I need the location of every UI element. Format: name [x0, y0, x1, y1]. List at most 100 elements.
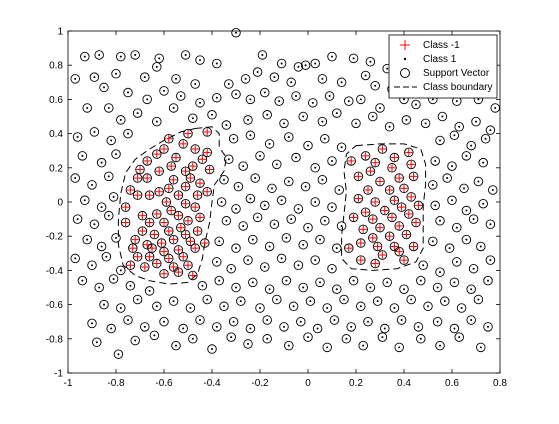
class-minus1-support-vector-point: [184, 129, 193, 138]
class-minus1-support-vector-point: [349, 213, 358, 222]
y-tick-label: 0.2: [49, 163, 63, 174]
class-minus1-support-vector-point: [196, 179, 205, 188]
class-minus1-support-vector-point: [153, 210, 162, 219]
y-tick-label: 0: [57, 198, 63, 209]
class-minus1-support-vector-point: [153, 259, 162, 268]
class-minus1-support-vector-point: [141, 263, 150, 272]
class-minus1-support-vector-point: [191, 203, 200, 212]
class-minus1-support-vector-point: [385, 186, 394, 195]
class-minus1-support-vector-point: [184, 217, 193, 226]
class-minus1-support-vector-point: [381, 206, 390, 215]
class-minus1-support-vector-point: [138, 211, 147, 220]
class-minus1-support-vector-point: [390, 242, 399, 251]
class-minus1-support-vector-point: [191, 145, 200, 154]
legend-label-class-1: Class 1: [423, 54, 457, 65]
class-minus1-support-vector-point: [405, 148, 414, 157]
y-tick-label: 0.8: [49, 61, 63, 72]
class-minus1-support-vector-point: [414, 201, 423, 210]
class-minus1-support-vector-point: [129, 244, 138, 253]
class-minus1-support-vector-point: [160, 218, 169, 227]
class-minus1-support-vector-point: [181, 182, 190, 191]
class-minus1-support-vector-point: [198, 155, 207, 164]
legend: Class -1 Class 1 Support Vector Class bo…: [389, 35, 497, 98]
class-minus1-support-vector-point: [126, 261, 135, 270]
class-minus1-support-vector-point: [364, 186, 373, 195]
class-minus1-support-vector-point: [172, 153, 181, 162]
class-minus1-support-vector-point: [133, 252, 142, 261]
class-minus1-support-vector-point: [169, 175, 178, 184]
class-minus1-support-vector-point: [376, 177, 385, 186]
class-minus1-support-vector-point: [138, 227, 147, 236]
class-minus1-support-vector-point: [189, 162, 198, 171]
x-tick-label: -1: [64, 378, 73, 389]
class-minus1-support-vector-point: [203, 187, 212, 196]
class-minus1-support-vector-point: [162, 198, 171, 207]
class-minus1-support-vector-point: [160, 270, 169, 279]
class-minus1-support-vector-point: [378, 251, 387, 260]
class-minus1-support-vector-point: [407, 193, 416, 202]
y-tick-label: -0.2: [46, 232, 64, 243]
class-minus1-support-vector-point: [189, 271, 198, 280]
class-minus1-support-vector-point: [366, 167, 375, 176]
x-tick-label: -0.8: [107, 378, 125, 389]
class-minus1-support-vector-point: [347, 157, 356, 166]
x-tick-label: 0.2: [349, 378, 363, 389]
y-tick-label: 0.4: [49, 129, 63, 140]
class-minus1-support-vector-point: [174, 211, 183, 220]
legend-marker-class-1: [404, 58, 406, 60]
class-minus1-support-vector-point: [179, 252, 188, 261]
x-tick-label: 0.8: [493, 378, 507, 389]
class-minus1-support-vector-point: [378, 145, 387, 154]
class-minus1-support-vector-point: [395, 247, 404, 256]
class-minus1-support-vector-point: [131, 235, 140, 244]
class-minus1-support-vector-point: [357, 256, 366, 265]
class-minus1-support-vector-point: [193, 227, 202, 236]
class-minus1-support-vector-point: [388, 164, 397, 173]
class-minus1-support-vector-point: [165, 227, 174, 236]
class-minus1-support-vector-point: [354, 194, 363, 203]
class-minus1-support-vector-point: [409, 242, 418, 251]
class-minus1-support-vector-point: [385, 232, 394, 241]
class-minus1-support-vector-point: [397, 203, 406, 212]
class-minus1-support-vector-point: [169, 263, 178, 272]
class-minus1-support-vector-point: [390, 196, 399, 205]
class-minus1-support-vector-point: [371, 259, 380, 268]
class-minus1-support-vector-point: [169, 235, 178, 244]
class-minus1-support-vector-point: [361, 208, 370, 217]
class-minus1-support-vector-point: [148, 244, 157, 253]
class-minus1-support-vector-point: [407, 160, 416, 169]
class-minus1-support-vector-point: [145, 252, 154, 261]
class-minus1-support-vector-point: [191, 244, 200, 253]
y-tick-label: 0.6: [49, 95, 63, 106]
class-minus1-support-vector-point: [136, 165, 145, 174]
class-minus1-support-vector-point: [196, 213, 205, 222]
class-minus1-support-vector-point: [121, 218, 130, 227]
class-minus1-support-vector-point: [354, 172, 363, 181]
class-minus1-support-vector-point: [133, 174, 142, 183]
class-minus1-support-vector-point: [165, 254, 174, 263]
class-minus1-support-vector-point: [412, 218, 421, 227]
class-minus1-support-vector-point: [155, 187, 164, 196]
class-minus1-support-vector-point: [155, 167, 164, 176]
class-minus1-support-vector-point: [205, 165, 214, 174]
class-minus1-support-vector-point: [369, 234, 378, 243]
class-minus1-support-vector-point: [167, 162, 176, 171]
class-minus1-support-vector-point: [201, 239, 210, 248]
class-minus1-support-vector-point: [165, 134, 174, 143]
class-minus1-support-vector-point: [369, 215, 378, 224]
class-minus1-support-vector-point: [390, 153, 399, 162]
class-minus1-support-vector-point: [165, 184, 174, 193]
class-minus1-support-vector-point: [400, 256, 409, 265]
class-minus1-support-vector-point: [409, 172, 418, 181]
class-minus1-support-vector-point: [373, 242, 382, 251]
class-minus1-support-vector-point: [143, 157, 152, 166]
y-tick-label: -0.8: [46, 334, 64, 345]
class-minus1-support-vector-point: [186, 174, 195, 183]
class-minus1-support-vector-point: [395, 222, 404, 231]
legend-label-support-vector: Support Vector: [423, 68, 490, 79]
class-minus1-support-vector-point: [179, 140, 188, 149]
x-tick-label: 0.4: [397, 378, 411, 389]
class-minus1-support-vector-point: [174, 191, 183, 200]
